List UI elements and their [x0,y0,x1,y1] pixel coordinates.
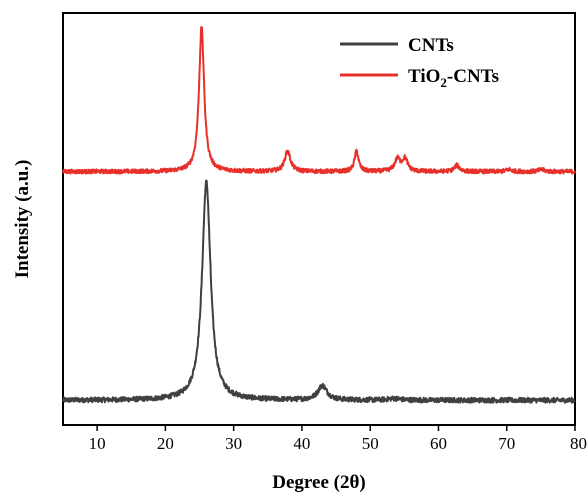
series-line-0 [62,179,576,404]
x-tick-label-10: 10 [89,434,106,453]
x-tick-label-30: 30 [225,434,242,453]
x-axis-title: Degree (2θ) [272,472,365,493]
series-line-1 [62,26,576,175]
series-layer [62,26,576,404]
legend: CNTs TiO2-CNTs [340,35,499,90]
x-tick-label-80: 80 [570,434,587,453]
plot-frame [62,12,576,426]
x-tick-label-50: 50 [362,434,379,453]
legend-label-1: TiO2-CNTs [408,66,499,90]
x-tick-label-60: 60 [430,434,447,453]
x-tick-label-70: 70 [498,434,515,453]
legend-label-0: CNTs [408,35,454,56]
x-tick-label-20: 20 [157,434,174,453]
x-axis: 10 20 30 40 50 60 70 80 [89,425,587,453]
y-axis-title: Intensity (a.u.) [12,160,33,279]
x-tick-label-40: 40 [293,434,310,453]
